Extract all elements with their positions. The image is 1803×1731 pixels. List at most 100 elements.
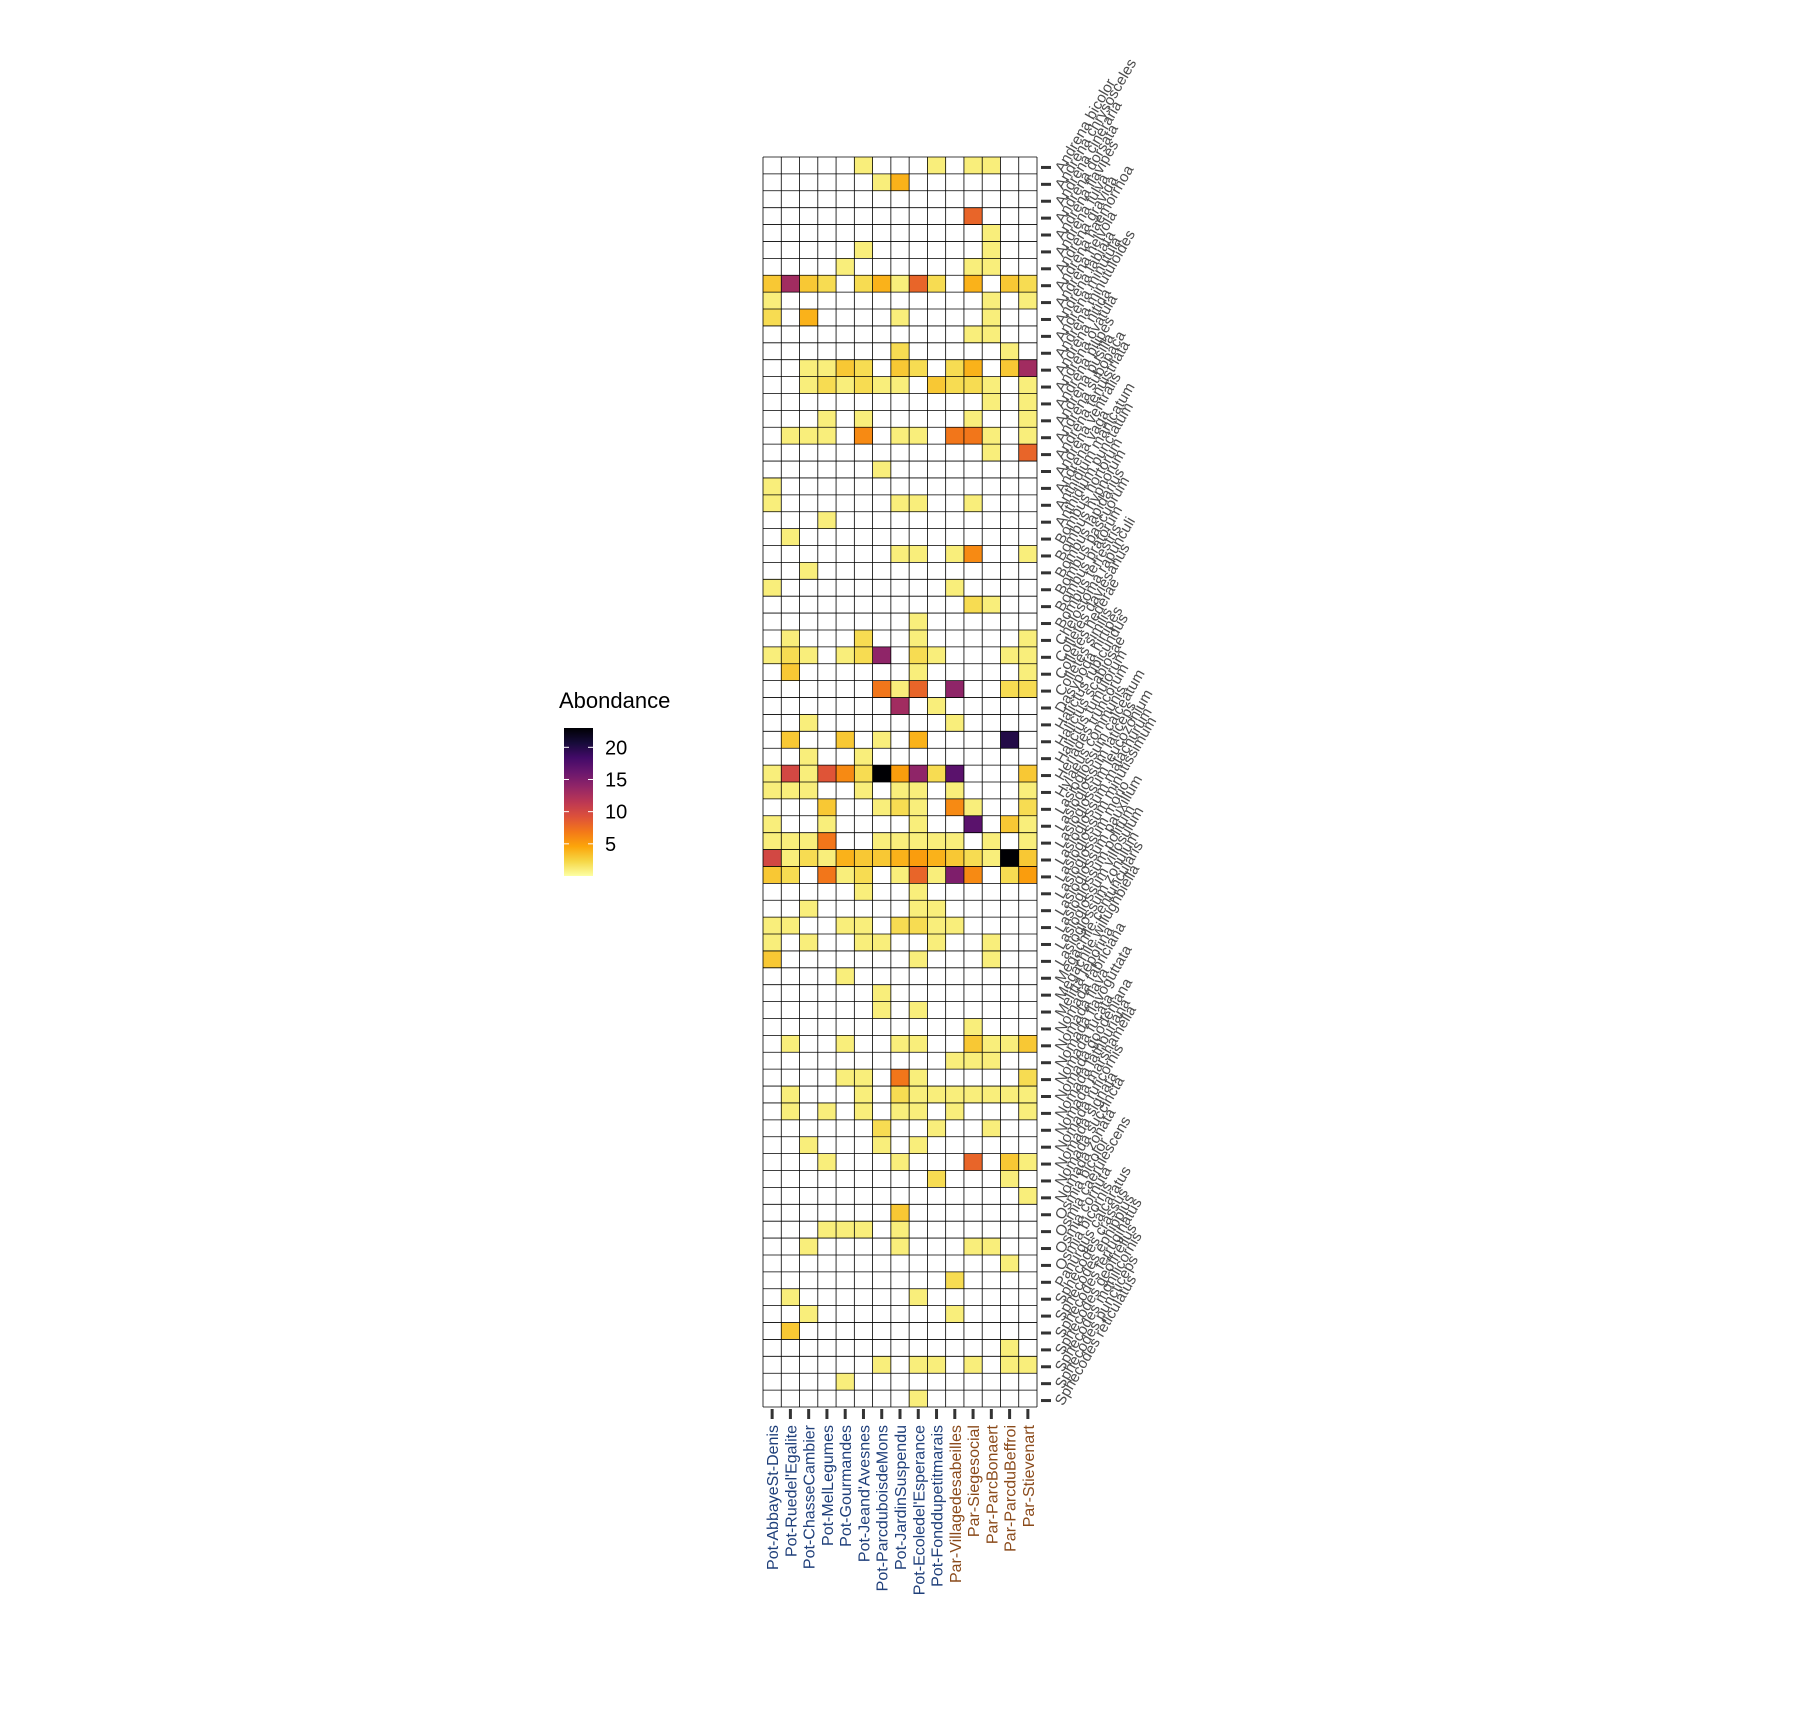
heatmap-cell [890, 1238, 910, 1255]
heatmap-cell [1000, 866, 1019, 884]
heatmap-cell [927, 917, 946, 935]
heatmap-cell [945, 1102, 964, 1120]
heatmap-cell [890, 1086, 910, 1103]
heatmap-cell [854, 1069, 873, 1087]
heatmap-cell [945, 832, 964, 850]
heatmap-cell [909, 1102, 928, 1120]
heatmap-cell [927, 832, 946, 850]
heatmap-cell [872, 680, 891, 698]
heatmap-cell [945, 680, 964, 698]
heatmap-cell [963, 1018, 983, 1036]
heatmap-cell [890, 359, 910, 377]
heatmap-cell [836, 849, 855, 867]
heatmap-cell [854, 275, 873, 293]
heatmap-cell [982, 934, 1001, 951]
heatmap-cell [854, 427, 873, 445]
heatmap-cell [1018, 427, 1037, 445]
legend-title: Abondance [559, 688, 670, 713]
heatmap-cell [763, 579, 782, 597]
heatmap-cell [872, 1136, 891, 1154]
x-tick-label: Pot-MelLegumes [820, 1425, 837, 1546]
heatmap-cell [836, 1373, 855, 1391]
heatmap-cell [799, 748, 818, 766]
heatmap-cell [1000, 646, 1019, 664]
heatmap-cell [872, 832, 891, 850]
heatmap-cell [817, 275, 837, 293]
heatmap-cell [945, 376, 964, 394]
heatmap-cell [872, 275, 891, 293]
x-tick-label: Par-ParcBonaert [984, 1424, 1001, 1544]
heatmap-cell [890, 782, 910, 799]
heatmap-cell [1018, 646, 1037, 664]
heatmap-cell [890, 1069, 910, 1087]
heatmap-cell [1000, 1356, 1019, 1374]
heatmap-cell [799, 934, 818, 951]
heatmap-cell [854, 748, 873, 766]
heatmap-cell [799, 900, 818, 918]
heatmap-cell [763, 646, 782, 664]
legend-ticks: 5 10 15 20 [564, 737, 627, 856]
heatmap-cell [945, 798, 964, 816]
heatmap-cell [1018, 1356, 1037, 1374]
heatmap-cell [945, 579, 964, 597]
heatmap-cell [909, 359, 928, 377]
heatmap-cell [963, 359, 983, 377]
heatmap-cell [982, 1238, 1001, 1255]
heatmap-cell [817, 849, 837, 867]
heatmap-cell [799, 765, 818, 782]
heatmap-cell [817, 427, 837, 445]
heatmap-cell [817, 1102, 837, 1120]
heatmap-cell [1000, 1170, 1019, 1188]
heatmap-cell [909, 917, 928, 935]
x-tick-label: Pot-JardinSuspendu [893, 1425, 910, 1570]
heatmap-cell [963, 1086, 983, 1103]
heatmap-cell [763, 950, 782, 968]
heatmap-cell [909, 1136, 928, 1154]
heatmap-cell [1018, 1086, 1037, 1103]
heatmap-cell [836, 917, 855, 935]
heatmap-cell [982, 224, 1001, 242]
heatmap-cell [963, 1153, 983, 1171]
heatmap-cell [781, 629, 800, 647]
x-tick-label: Pot-ParcduboisdeMons [875, 1425, 892, 1591]
heatmap-cell [872, 173, 891, 191]
heatmap-cell [945, 1052, 964, 1070]
heatmap-cell [909, 849, 928, 867]
heatmap-cell [945, 765, 964, 782]
heatmap-cell [963, 798, 983, 816]
heatmap-cell [872, 1356, 891, 1374]
x-tick-label: Pot-ChasseCambier [802, 1424, 819, 1569]
heatmap-cell [927, 900, 946, 918]
heatmap-cell [817, 798, 837, 816]
heatmap-cell [1000, 1339, 1019, 1357]
heatmap-cell [781, 917, 800, 935]
heatmap-cell [817, 815, 837, 833]
x-tick-label: Pot-Fonddupetitmarais [930, 1425, 947, 1587]
heatmap-cell [963, 1035, 983, 1053]
heatmap-cell [927, 1170, 946, 1188]
heatmap-cell [854, 410, 873, 428]
heatmap-cell [763, 275, 782, 293]
heatmap-cell [799, 832, 818, 850]
heatmap-cell [799, 1136, 818, 1154]
heatmap-cell [854, 917, 873, 935]
heatmap-cell [781, 275, 800, 293]
heatmap-cell [963, 596, 983, 614]
heatmap-cell [945, 849, 964, 867]
heatmap-cell [909, 815, 928, 833]
heatmap-cell [799, 849, 818, 867]
heatmap-cell [963, 1356, 983, 1374]
heatmap-cell [890, 494, 910, 512]
heatmap-cell [1018, 866, 1037, 884]
heatmap-cell [854, 376, 873, 394]
x-tick-label: Pot-Ecoledel'Esperance [911, 1425, 928, 1595]
heatmap-cell [909, 1356, 928, 1374]
heatmap-cell [963, 157, 983, 174]
legend-colorbar [564, 728, 593, 876]
heatmap-cell [872, 984, 891, 1002]
heatmap-cell [945, 359, 964, 377]
heatmap-cell [945, 1305, 964, 1323]
heatmap-cell [1000, 342, 1019, 360]
heatmap-cell [909, 832, 928, 850]
